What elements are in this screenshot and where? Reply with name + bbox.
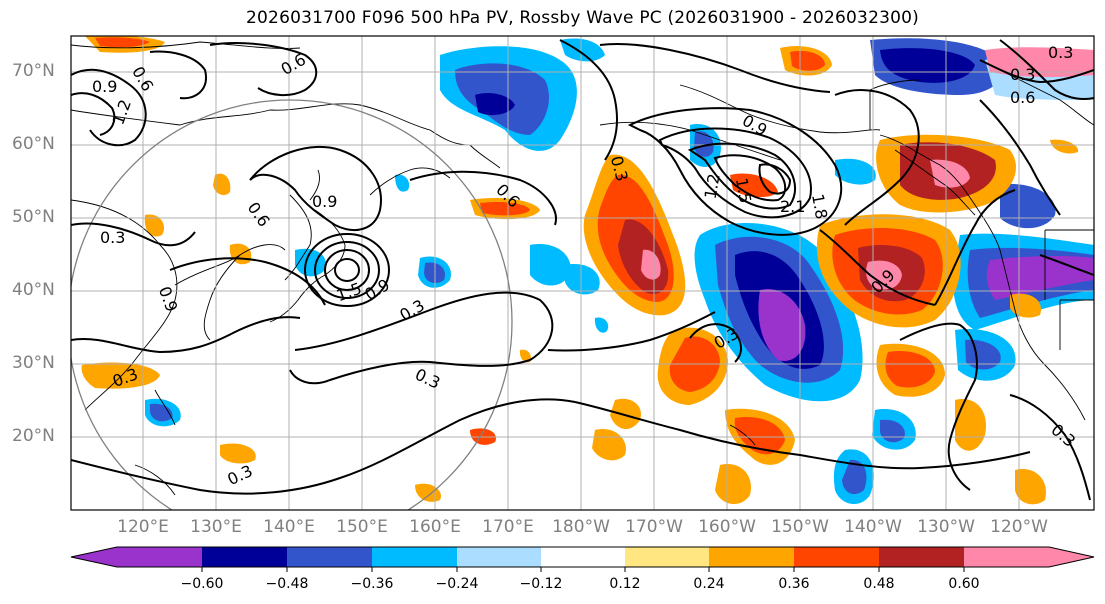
reference-circle [71,99,513,510]
lon-label: 170°W [625,517,683,537]
lat-label: 40°N [12,280,55,300]
contour-label: 1.2 [701,172,724,200]
lat-label: 20°N [12,426,55,446]
colorbar-tick-label: 0.48 [863,576,895,592]
contour-label: 0.6 [1010,88,1035,107]
map-frame [70,35,1095,511]
colorbar-swatch [372,547,457,567]
lon-label: 160°E [409,517,461,537]
contour-label: 0.9 [92,77,117,96]
colorbar-tick-label: −0.12 [519,576,563,592]
colorbar-swatch [457,547,541,567]
contour-label: 1.5 [732,176,755,204]
contour-label: 0.3 [1010,65,1035,84]
colorbar-tick-label: −0.60 [180,576,224,592]
colorbar-tick-label: 0.24 [693,576,725,592]
colorbar-tick-label: 0.60 [948,576,980,592]
contour-label: 0.9 [312,192,337,211]
colorbar [70,546,1095,572]
lon-label: 120°W [990,517,1048,537]
map-title: 2026031700 F096 500 hPa PV, Rossby Wave … [246,8,919,28]
colorbar-swatch [625,547,709,567]
map-plot-area: 0.9 1.2 0.6 0.6 0.9 0.3 0.9 0.6 1.5 0.9 … [71,36,1094,510]
colorbar-swatch [202,547,287,567]
lon-label: 150°W [771,517,829,537]
colorbar-swatch [71,547,202,567]
colorbar-tick-label: −0.36 [350,576,394,592]
lat-label: 50°N [12,207,55,227]
lon-label: 160°W [698,517,756,537]
lat-label: 60°N [12,134,55,154]
positive-anomaly-fills [81,36,1094,505]
colorbar-tick-label: −0.48 [265,576,309,592]
colorbar-tick-label: 0.12 [609,576,641,592]
colorbar-swatch [541,547,625,567]
lon-label: 120°E [117,517,169,537]
lat-label: 30°N [12,353,55,373]
contour-label: 1.8 [808,192,831,220]
colorbar-swatch [709,547,794,567]
lon-label: 180°W [552,517,610,537]
colorbar-swatch [879,547,964,567]
graticule [71,36,1094,510]
lon-label: 130°E [190,517,242,537]
contour-label: 0.3 [100,228,125,247]
lon-label: 130°W [917,517,975,537]
contour-label: 2.1 [780,197,805,216]
lon-label: 150°E [336,517,388,537]
contour-label: 0.3 [1048,43,1073,62]
pv-contours [71,39,1094,501]
colorbar-swatch [964,547,1094,567]
colorbar-tick-label: 0.36 [778,576,810,592]
lon-label: 140°W [844,517,902,537]
colorbar-swatch [794,547,879,567]
lon-label: 170°E [482,517,534,537]
lat-label: 70°N [12,61,55,81]
lon-label: 140°E [263,517,315,537]
colorbar-swatch [287,547,372,567]
colorbar-tick-label: −0.24 [435,576,479,592]
